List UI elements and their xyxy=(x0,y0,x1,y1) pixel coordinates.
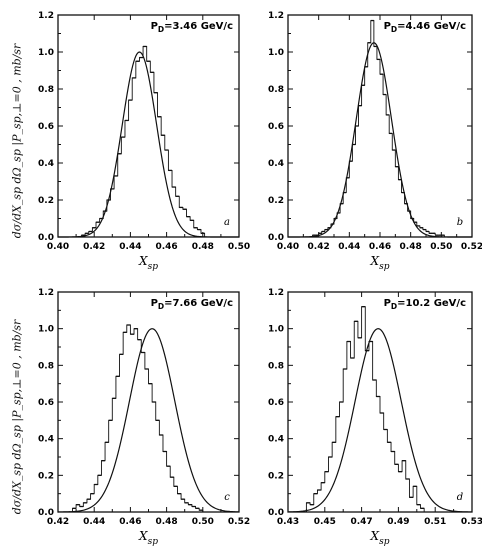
panel-a-ytick-label: 1.0 xyxy=(38,48,54,58)
panel-c-xtick-label: 0.46 xyxy=(119,517,141,527)
panel-a-fit-curve xyxy=(58,51,239,238)
panel-a-histogram-steps xyxy=(81,46,206,237)
panel-d-ytick-label: 0.2 xyxy=(268,471,284,481)
panel-d-letter: d xyxy=(457,492,463,503)
panel-a-ytick-label: 0.2 xyxy=(38,196,54,206)
panel-c-ytick-label: 1.2 xyxy=(38,288,54,298)
panel-c-ytick-label: 0.4 xyxy=(38,435,54,445)
panel-a-xlabel: Xsp xyxy=(138,254,158,272)
panel-b-ytick-label: 0.2 xyxy=(268,196,284,206)
panel-d-xtick-label: 0.47 xyxy=(350,517,372,527)
panel-c-frame xyxy=(57,291,240,513)
panel-b-ytick-label: 0.4 xyxy=(268,159,284,169)
panel-c-letter: c xyxy=(224,492,230,503)
panel-b-xtick-label: 0.48 xyxy=(400,242,422,252)
panel-b-histogram-steps xyxy=(312,20,445,237)
panel-d-xtick-label: 0.51 xyxy=(424,517,446,527)
panel-d-fit-curve xyxy=(287,328,473,513)
panel-a-xtick-label: 0.44 xyxy=(119,242,141,252)
panel-a-xtick-label: 0.48 xyxy=(192,242,214,252)
panel-b-ytick-label: 0.0 xyxy=(268,233,284,243)
panel-c-histogram-steps xyxy=(72,324,204,512)
panel-b-frame xyxy=(287,14,473,238)
panel-a-ytick-label: 1.2 xyxy=(38,11,54,21)
panel-d-xtick-label: 0.53 xyxy=(461,517,482,527)
panel-a-momentum-label: PD=3.46 GeV/c xyxy=(151,21,233,34)
panel-c-fit-curve xyxy=(57,328,240,513)
panel-c-xtick-label: 0.48 xyxy=(155,517,177,527)
panel-c-ytick-label: 0.0 xyxy=(38,508,54,518)
panel-b-ytick-label: 0.6 xyxy=(268,122,284,132)
panel-a-ytick-label: 0.8 xyxy=(38,85,54,95)
panel-a-ytick-label: 0.0 xyxy=(38,233,54,243)
panel-a-letter: a xyxy=(224,217,230,228)
panel-a-xtick-label: 0.42 xyxy=(83,242,105,252)
panel-c-xtick-label: 0.44 xyxy=(83,517,105,527)
panel-b-letter: b xyxy=(457,217,463,228)
panel-d-momentum-label: PD=10.2 GeV/c xyxy=(384,298,466,311)
panel-b-ytick-label: 0.8 xyxy=(268,85,284,95)
panel-c-xlabel: Xsp xyxy=(138,529,158,547)
panel-d-ytick-label: 1.0 xyxy=(268,325,284,335)
panel-d-ytick-label: 0.8 xyxy=(268,361,284,371)
panel-d-ytick-label: 0.6 xyxy=(268,398,284,408)
panel-b-xtick-label: 0.50 xyxy=(430,242,452,252)
panel-b-ytick-label: 1.0 xyxy=(268,48,284,58)
panel-d-ytick-label: 1.2 xyxy=(268,288,284,298)
panel-d-histogram-steps xyxy=(305,306,425,512)
panel-b-xtick-label: 0.42 xyxy=(308,242,330,252)
panel-d-ytick-label: 0.4 xyxy=(268,435,284,445)
panel-b-momentum-label: PD=4.46 GeV/c xyxy=(384,21,466,34)
panel-b-xtick-label: 0.52 xyxy=(461,242,482,252)
panel-a-frame xyxy=(57,14,240,238)
panel-d-xlabel: Xsp xyxy=(370,529,390,547)
panel-c-ytick-label: 0.2 xyxy=(38,471,54,481)
panel-a-xtick-label: 0.40 xyxy=(47,242,69,252)
panel-b-xtick-label: 0.46 xyxy=(369,242,391,252)
panel-c-ytick-label: 0.6 xyxy=(38,398,54,408)
panel-a-ytick-label: 0.4 xyxy=(38,159,54,169)
panel-d-xtick-label: 0.45 xyxy=(314,517,336,527)
panel-c-ytick-label: 1.0 xyxy=(38,325,54,335)
panel-b-ytick-label: 1.2 xyxy=(268,11,284,21)
panel-a-ytick-label: 0.6 xyxy=(38,122,54,132)
panel-c-xtick-label: 0.50 xyxy=(192,517,214,527)
panel-d-ytick-label: 0.0 xyxy=(268,508,284,518)
panel-b-xtick-label: 0.44 xyxy=(338,242,360,252)
panel-c-momentum-label: PD=7.66 GeV/c xyxy=(151,298,233,311)
panel-b-xtick-label: 0.40 xyxy=(277,242,299,252)
panel-c-xtick-label: 0.52 xyxy=(228,517,250,527)
panel-a-xtick-label: 0.46 xyxy=(155,242,177,252)
panel-c-xtick-label: 0.42 xyxy=(47,517,69,527)
panel-c-ytick-label: 0.8 xyxy=(38,361,54,371)
panel-a-xtick-label: 0.50 xyxy=(228,242,250,252)
panel-d-xtick-label: 0.49 xyxy=(387,517,409,527)
panel-b-xlabel: Xsp xyxy=(370,254,390,272)
panel-d-xtick-label: 0.43 xyxy=(277,517,299,527)
